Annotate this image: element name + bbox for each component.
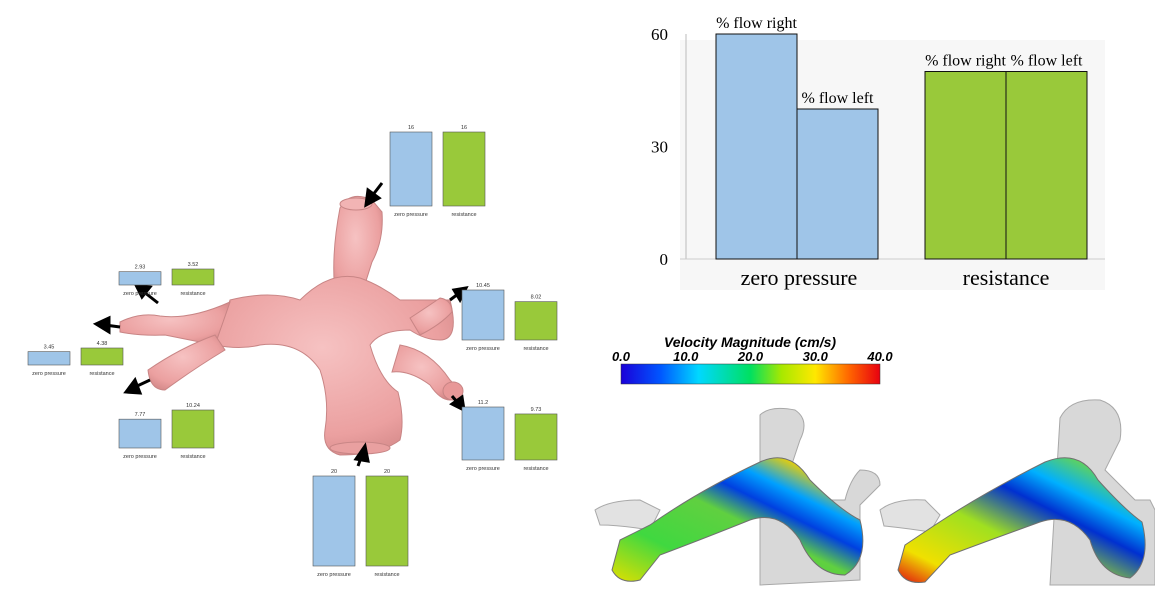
colorbar-gradient (620, 363, 881, 385)
outlet-bar-resistance (80, 347, 124, 366)
bar-label: % flow right (925, 53, 1006, 70)
outlet-value-resistance: 16 (461, 125, 467, 131)
y-tick-label: 30 (651, 138, 668, 157)
bar-1-0 (924, 71, 1007, 260)
outlet-bar-zero (118, 418, 162, 449)
outlet-value-resistance: 9.73 (531, 407, 542, 413)
outlet-bar-zero (118, 271, 162, 286)
outlet-chart-lower-left: 7.77 10.24 zero pressure resistance (118, 403, 215, 460)
x-category-label: zero pressure (741, 265, 858, 290)
colorbar-tick-label: 40.0 (866, 349, 893, 364)
outlet-bar-zero (461, 406, 505, 461)
y-tick-label: 60 (651, 25, 668, 44)
outlet-label-zero: zero pressure (394, 212, 428, 218)
outlet-bar-zero (27, 351, 71, 366)
outlet-label-resistance: resistance (180, 454, 205, 460)
bar-series (715, 33, 1088, 260)
outlet-label-zero: zero pressure (466, 466, 500, 472)
bar-label: % flow right (716, 15, 797, 32)
outlet-value-zero: 3.45 (44, 345, 55, 351)
outlet-label-zero: zero pressure (123, 291, 157, 297)
outlet-bar-zero (389, 131, 433, 207)
y-tick-labels: 0 30 60 (651, 25, 668, 269)
outlet-bar-resistance (514, 413, 558, 461)
outlet-bar-resistance (365, 475, 409, 567)
outlet-bar-charts: 16 16 zero pressure resistance 2.93 3.52 zero … (27, 125, 558, 578)
arrow-bottom-icon (353, 442, 370, 467)
x-category-labels: zero pressure resistance (741, 265, 1050, 290)
outlet-value-resistance: 4.38 (97, 341, 108, 347)
outlet-chart-right-lower: 11.2 9.73 zero pressure resistance (461, 400, 558, 472)
outlet-value-resistance: 8.02 (531, 295, 542, 301)
outlet-chart-upper-left: 2.93 3.52 zero pressure resistance (118, 262, 215, 297)
arrow-top-icon (364, 182, 384, 208)
outlet-value-resistance: 20 (384, 469, 390, 475)
vessel-model (119, 195, 464, 456)
outlet-value-zero: 2.93 (135, 265, 146, 271)
colorbar-title: Velocity Magnitude (cm/s) (664, 334, 837, 350)
arrow-upper-left-icon (133, 283, 159, 305)
outlet-bar-resistance (171, 409, 215, 449)
colorbar-tick-label: 20.0 (737, 349, 764, 364)
y-tick-label: 0 (660, 250, 669, 269)
outlet-value-resistance: 10.24 (186, 403, 200, 409)
outlet-label-zero: zero pressure (466, 346, 500, 352)
outlet-label-resistance: resistance (89, 371, 114, 377)
outlet-value-zero: 11.2 (478, 400, 488, 406)
outlet-label-zero: zero pressure (32, 371, 66, 377)
colorbar-tick-label: 0.0 (612, 349, 631, 364)
outlet-chart-bottom: 20 20 zero pressure resistance (312, 469, 409, 578)
outlet-value-zero: 20 (331, 469, 337, 475)
outlet-chart-right-upper: 10.45 8.02 zero pressure resistance (461, 283, 558, 352)
outlet-label-resistance: resistance (451, 212, 476, 218)
outlet-chart-left: 3.45 4.38 zero pressure resistance (27, 341, 124, 377)
outlet-bar-zero (461, 289, 505, 341)
colorbar-tick-label: 30.0 (803, 349, 829, 364)
arrow-lower-left-icon (123, 376, 151, 395)
outlet-value-zero: 10.45 (476, 283, 490, 289)
outlet-label-resistance: resistance (180, 291, 205, 297)
arrow-right-lower-icon (449, 394, 466, 413)
outlet-bar-resistance (514, 301, 558, 341)
outlet-bar-resistance (442, 131, 486, 207)
outlet-bar-resistance (171, 268, 215, 286)
outlet-label-resistance: resistance (374, 572, 399, 578)
bar-1-1 (1005, 71, 1088, 260)
bar-0-1 (796, 108, 879, 260)
bar-labels: % flow right % flow left % flow right % flo… (716, 15, 1083, 107)
outlet-label-resistance: resistance (523, 466, 548, 472)
outlet-value-zero: 16 (408, 125, 414, 131)
outlet-value-zero: 7.77 (135, 412, 146, 418)
outlet-label-zero: zero pressure (317, 572, 351, 578)
colorbar-tick-labels: 0.0 10.0 20.0 30.0 40.0 (612, 349, 893, 364)
velocity-render-resistance (879, 399, 1155, 586)
outlet-label-zero: zero pressure (123, 454, 157, 460)
x-category-label: resistance (963, 265, 1050, 290)
colorbar-tick-label: 10.0 (673, 349, 699, 364)
outlet-value-resistance: 3.52 (188, 262, 199, 268)
bar-label: % flow left (1011, 53, 1084, 70)
outlet-chart-top: 16 16 zero pressure resistance (389, 125, 486, 218)
velocity-colorbar: Velocity Magnitude (cm/s) 0.0 10.0 20.0 30.… (612, 334, 893, 385)
arrow-left-icon (92, 315, 121, 335)
outlet-bar-zero (312, 475, 356, 567)
outlet-label-resistance: resistance (523, 346, 548, 352)
bar-label: % flow left (802, 90, 875, 107)
velocity-render-zero-pressure (594, 407, 881, 586)
bar-0-0 (715, 33, 798, 260)
